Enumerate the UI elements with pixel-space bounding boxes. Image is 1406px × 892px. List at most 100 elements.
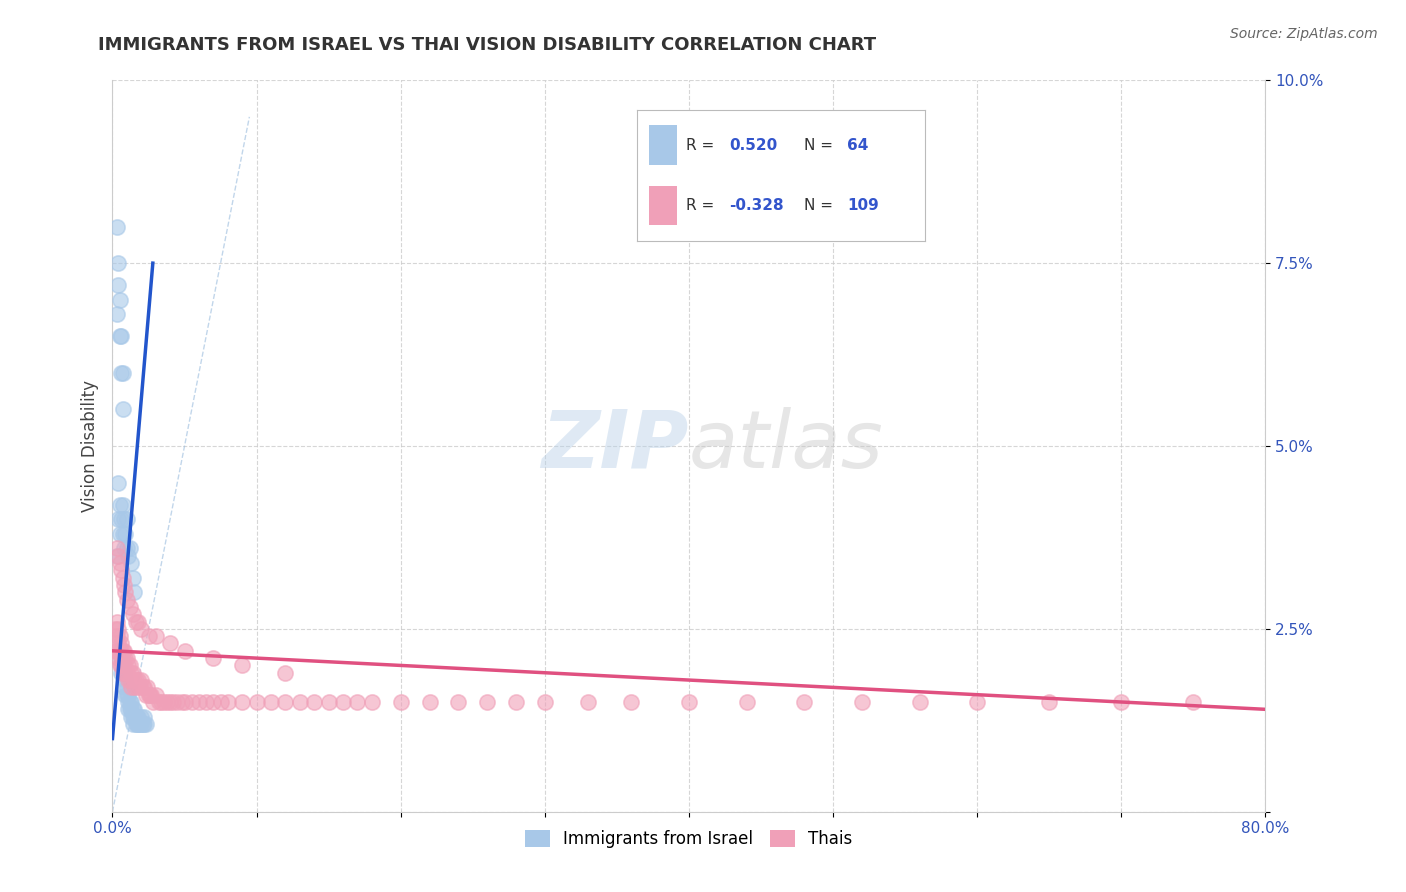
- Point: [115, 512, 138, 526]
- Point: [111, 665, 134, 680]
- Point: [793, 695, 815, 709]
- Point: [105, 615, 128, 629]
- Point: [124, 673, 146, 687]
- Point: [112, 512, 135, 526]
- Point: [145, 629, 167, 643]
- Point: [576, 695, 599, 709]
- Point: [107, 256, 129, 270]
- Point: [104, 622, 127, 636]
- Point: [125, 681, 148, 695]
- Point: [129, 709, 153, 723]
- Point: [159, 695, 181, 709]
- Point: [105, 307, 128, 321]
- Point: [125, 717, 148, 731]
- Point: [120, 709, 142, 723]
- Point: [114, 665, 136, 680]
- Point: [108, 644, 131, 658]
- Point: [108, 658, 131, 673]
- Point: [111, 651, 134, 665]
- Point: [115, 541, 138, 556]
- Point: [132, 717, 155, 731]
- Point: [107, 636, 129, 650]
- Point: [195, 695, 218, 709]
- Point: [115, 688, 138, 702]
- Text: ZIP: ZIP: [541, 407, 689, 485]
- Point: [104, 644, 127, 658]
- Point: [111, 571, 134, 585]
- Point: [105, 219, 128, 234]
- Point: [148, 695, 170, 709]
- Point: [534, 695, 557, 709]
- Point: [346, 695, 368, 709]
- Point: [110, 512, 132, 526]
- Point: [108, 293, 131, 307]
- Point: [124, 717, 146, 731]
- Point: [209, 695, 232, 709]
- Point: [318, 695, 340, 709]
- Point: [121, 571, 143, 585]
- Point: [129, 673, 153, 687]
- Point: [111, 658, 134, 673]
- Point: [110, 644, 132, 658]
- Point: [120, 556, 142, 570]
- Point: [110, 658, 132, 673]
- Legend: Immigrants from Israel, Thais: Immigrants from Israel, Thais: [519, 823, 859, 855]
- Point: [138, 629, 160, 643]
- Point: [127, 673, 149, 687]
- Point: [389, 695, 412, 709]
- Point: [125, 709, 148, 723]
- Point: [118, 541, 141, 556]
- Point: [120, 681, 142, 695]
- Point: [107, 278, 129, 293]
- Point: [107, 622, 129, 636]
- Point: [231, 695, 253, 709]
- Y-axis label: Vision Disability: Vision Disability: [80, 380, 98, 512]
- Point: [117, 549, 139, 563]
- Point: [112, 681, 135, 695]
- Point: [121, 665, 143, 680]
- Point: [121, 709, 143, 723]
- Point: [132, 681, 155, 695]
- Point: [159, 636, 181, 650]
- Point: [304, 695, 326, 709]
- Point: [153, 695, 176, 709]
- Point: [127, 615, 149, 629]
- Point: [129, 622, 153, 636]
- Point: [966, 695, 988, 709]
- Point: [117, 673, 139, 687]
- Point: [128, 681, 150, 695]
- Point: [202, 651, 225, 665]
- Point: [118, 702, 141, 716]
- Point: [180, 695, 202, 709]
- Point: [108, 556, 131, 570]
- Point: [136, 681, 159, 695]
- Point: [105, 629, 128, 643]
- Point: [114, 688, 136, 702]
- Point: [1038, 695, 1060, 709]
- Point: [114, 585, 136, 599]
- Point: [110, 636, 132, 650]
- Point: [129, 717, 153, 731]
- Point: [162, 695, 184, 709]
- Point: [360, 695, 382, 709]
- Point: [620, 695, 643, 709]
- Point: [122, 585, 145, 599]
- Point: [108, 498, 131, 512]
- Point: [127, 709, 149, 723]
- Point: [122, 709, 145, 723]
- Point: [134, 709, 156, 723]
- Point: [115, 681, 138, 695]
- Point: [122, 673, 145, 687]
- Point: [128, 717, 150, 731]
- Point: [114, 673, 136, 687]
- Point: [124, 709, 146, 723]
- Point: [851, 695, 873, 709]
- Point: [107, 512, 129, 526]
- Point: [118, 695, 141, 709]
- Point: [139, 688, 162, 702]
- Point: [170, 695, 193, 709]
- Point: [112, 658, 135, 673]
- Point: [120, 702, 142, 716]
- Point: [142, 695, 165, 709]
- Point: [134, 681, 156, 695]
